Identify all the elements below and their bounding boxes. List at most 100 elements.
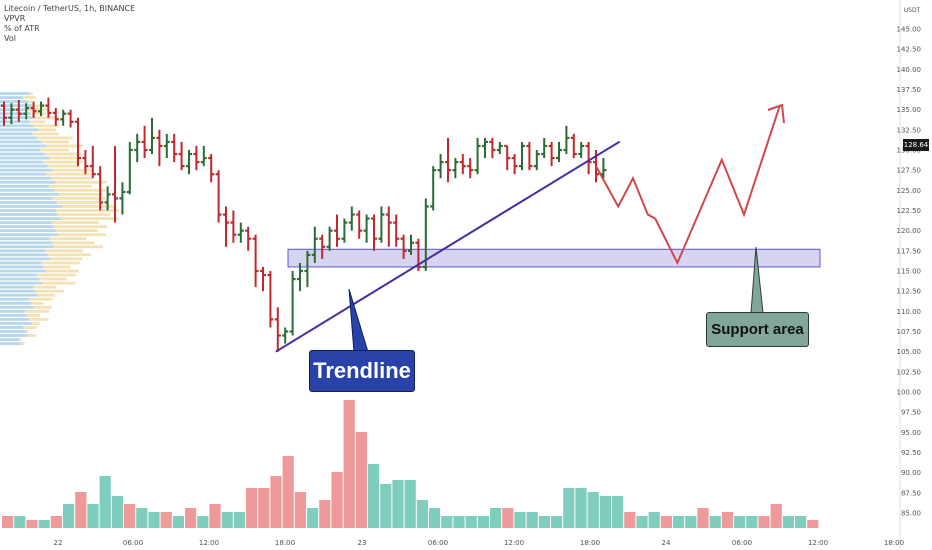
volume-bar — [782, 516, 794, 528]
vpvr-bar-down — [58, 192, 103, 196]
volume-bar — [697, 508, 709, 528]
vpvr-bar-up — [0, 285, 34, 289]
price-tick-label: 97.50 — [901, 409, 921, 417]
volume-bar — [160, 512, 172, 528]
vpvr-bar-down — [46, 172, 96, 176]
vpvr-bar-down — [29, 318, 49, 321]
vpvr-bar-down — [22, 96, 36, 99]
vpvr-bar-up — [0, 221, 52, 224]
volume-bar — [685, 516, 697, 528]
volume-bar — [758, 516, 770, 528]
projection-path[interactable] — [595, 103, 785, 266]
vpvr-bar-down — [25, 330, 28, 333]
volume-bar — [673, 516, 685, 528]
vpvr-bar-down — [51, 241, 95, 245]
volume-bar — [136, 508, 148, 528]
vpvr-bar-up — [0, 281, 42, 285]
vpvr-bar-up — [0, 209, 56, 212]
indicator-atr[interactable]: % of ATR — [4, 24, 40, 33]
indicator-vpvr[interactable]: VPVR — [4, 14, 26, 23]
volume-profile — [0, 92, 119, 345]
vpvr-bar-up — [0, 148, 40, 152]
volume-bar — [14, 516, 26, 528]
vpvr-bar-down — [27, 334, 37, 337]
price-tick-label: 110.00 — [897, 308, 922, 316]
vpvr-bar-up — [0, 160, 44, 164]
volume-bar — [795, 516, 807, 528]
volume-bar — [270, 476, 282, 528]
volume-bar — [734, 516, 746, 528]
vpvr-bar-up — [0, 136, 37, 140]
price-tick-label: 105.00 — [897, 348, 922, 356]
volume-bar — [453, 516, 465, 528]
vpvr-bar-up — [0, 100, 28, 103]
indicator-vol[interactable]: Vol — [4, 34, 16, 43]
vpvr-bar-up — [0, 245, 55, 249]
symbol-title[interactable]: Litecoin / TetherUS, 1h, BINANCE — [4, 4, 136, 13]
trendline-label[interactable]: Trendline — [309, 350, 415, 392]
vpvr-bar-down — [49, 184, 93, 188]
volume-bar — [233, 512, 245, 528]
volume-bar — [319, 500, 331, 528]
volume-bar — [197, 516, 209, 528]
price-tick-label: 135.00 — [897, 106, 922, 114]
volume-bar — [770, 504, 782, 528]
volume-bar — [807, 520, 819, 528]
trendline-line — [275, 140, 621, 353]
vpvr-bar-down — [61, 205, 117, 208]
volume-bar — [599, 496, 611, 528]
vpvr-bar-down — [30, 112, 46, 116]
time-tick-label: 23 — [358, 539, 367, 547]
vpvr-bar-down — [46, 144, 84, 148]
time-tick-label: 12:00 — [808, 539, 828, 547]
volume-bar — [746, 516, 758, 528]
volume-bar — [660, 516, 672, 528]
vpvr-bar-up — [0, 140, 42, 144]
time-axis[interactable]: 22 06:00 12:00 18:00 23 06:00 12:00 18:00 24 06:0… — [54, 539, 905, 547]
volume-bar — [465, 516, 477, 528]
volume-bar — [612, 496, 624, 528]
chart-header: Litecoin / TetherUS, 1h, BINANCE VPVR % … — [4, 4, 135, 44]
vpvr-bar-up — [0, 241, 52, 245]
vpvr-bar-up — [0, 293, 38, 297]
vpvr-bar-up — [0, 297, 30, 301]
vpvr-bar-down — [29, 120, 46, 124]
vpvr-bar-up — [0, 144, 47, 148]
vpvr-bar-up — [0, 188, 54, 192]
vpvr-bar-down — [38, 128, 56, 132]
vpvr-bar-down — [51, 221, 99, 224]
price-axis[interactable]: USDT 145.00 142.50 140.00 137.50 135.00 132.50… — [897, 0, 922, 550]
vpvr-bar-up — [0, 205, 62, 208]
vpvr-bar-up — [0, 229, 56, 233]
volume-bar — [26, 520, 38, 528]
vpvr-bar-up — [0, 342, 22, 345]
vpvr-bar-up — [0, 261, 42, 265]
trendline[interactable] — [275, 140, 621, 353]
time-tick-label: 18:00 — [580, 539, 600, 547]
candles — [1, 97, 607, 352]
vpvr-bar-down — [52, 197, 106, 200]
vpvr-bar-down — [25, 309, 49, 313]
vpvr-bar-up — [0, 305, 34, 309]
volume-bar — [490, 508, 502, 528]
vpvr-bar-up — [0, 96, 23, 99]
vpvr-bar-up — [0, 249, 46, 253]
price-tick-label: 120.00 — [897, 227, 922, 235]
vpvr-bar-up — [0, 184, 50, 188]
vpvr-bar-up — [0, 124, 34, 128]
price-tick-label: 117.50 — [897, 247, 922, 255]
vpvr-bar-up — [0, 192, 59, 196]
vpvr-bar-up — [0, 277, 40, 281]
vpvr-bar-up — [0, 322, 32, 325]
price-tick-label: 137.50 — [897, 86, 922, 94]
vpvr-bar-up — [0, 338, 20, 341]
price-tick-label: 132.50 — [897, 126, 922, 134]
support-area-label[interactable]: Support area — [706, 312, 809, 347]
vpvr-bar-up — [0, 313, 28, 317]
vpvr-bar-down — [33, 305, 52, 309]
vpvr-bar-up — [0, 225, 54, 229]
vpvr-bar-up — [0, 201, 58, 204]
volume-bar — [709, 516, 721, 528]
vpvr-bar-down — [29, 92, 33, 95]
